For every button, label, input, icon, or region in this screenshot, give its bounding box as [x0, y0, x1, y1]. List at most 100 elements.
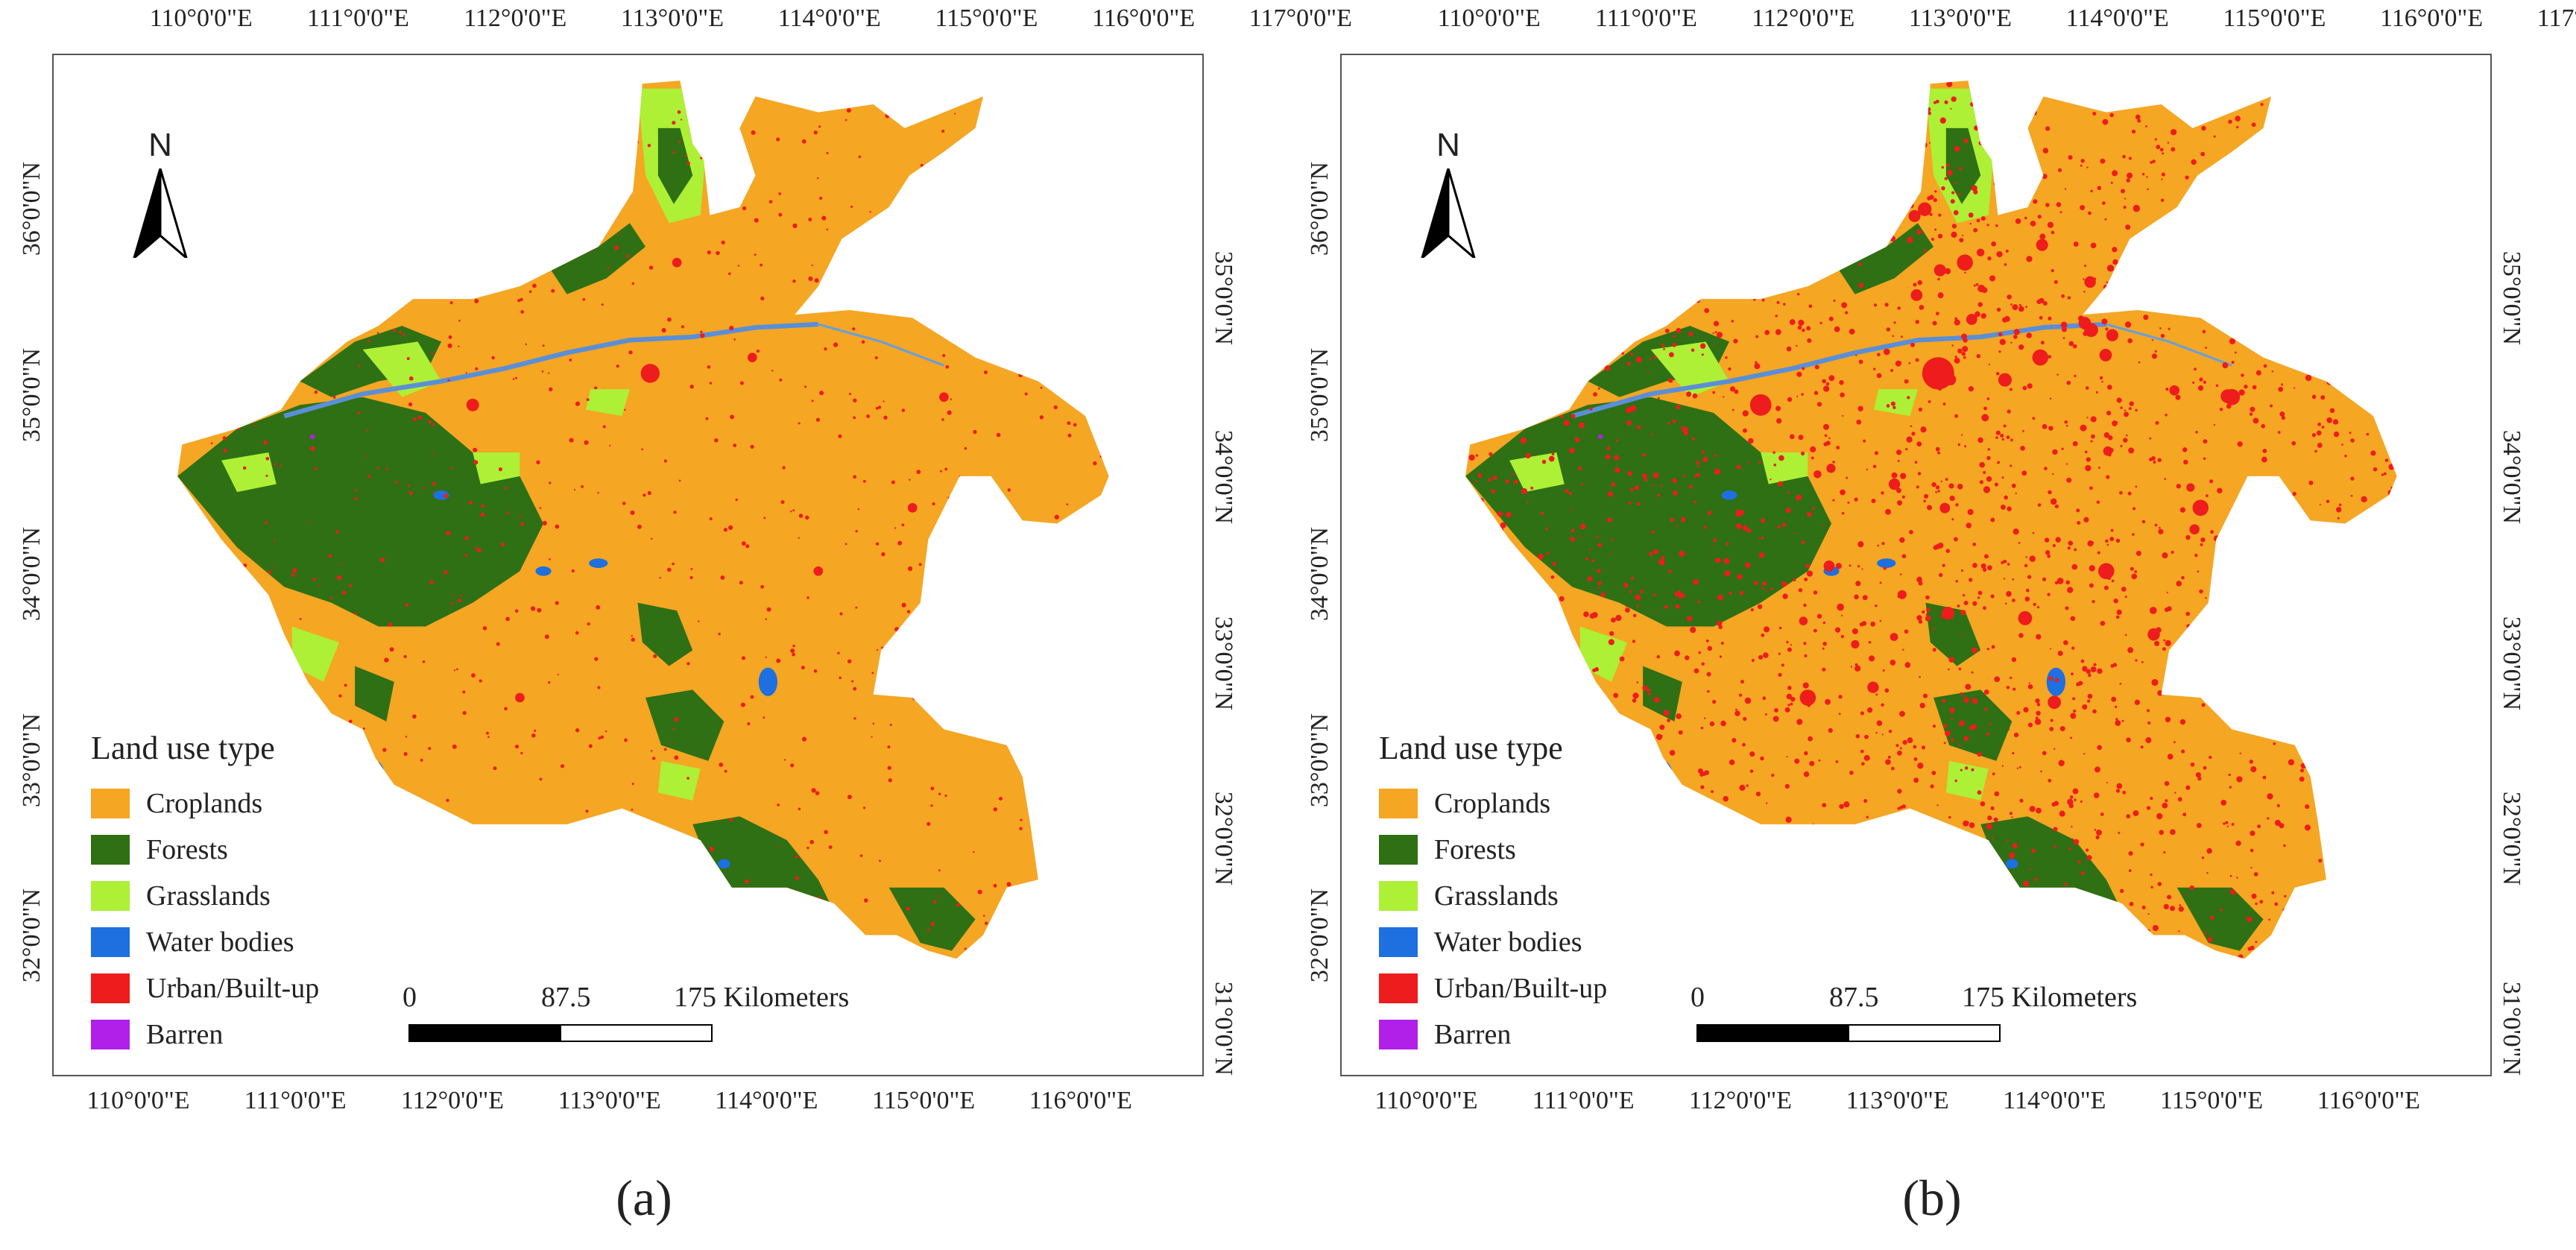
urban-pixel [462, 690, 466, 694]
urban-pixel [1704, 308, 1710, 314]
urban-pixel [1752, 947, 1755, 950]
urban-pixel [1096, 753, 1100, 757]
urban-pixel [1714, 331, 1717, 334]
urban-pixel [871, 736, 873, 738]
urban-pixel [1601, 239, 1608, 245]
urban-pixel [2267, 793, 2273, 800]
urban-pixel [1693, 135, 1698, 139]
urban-pixel [1764, 329, 1770, 335]
urban-pixel [1819, 824, 1825, 830]
urban-pixel [2355, 242, 2359, 246]
urban-pixel [1971, 768, 1974, 771]
urban-pixel [2128, 157, 2132, 160]
urban-pixel [1755, 791, 1761, 797]
urban-pixel [1986, 455, 1991, 461]
urban-pixel [798, 422, 801, 425]
urban-pixel [2307, 938, 2313, 944]
urban-pixel [1922, 828, 1928, 835]
urban-pixel [283, 199, 287, 203]
urban-pixel [944, 467, 948, 471]
urban-pixel [1774, 707, 1778, 713]
urban-pixel [1047, 192, 1052, 196]
urban-pixel [1861, 164, 1865, 168]
urban-pixel [1521, 264, 1527, 270]
urban-pixel [2104, 218, 2107, 221]
urban-pixel [691, 868, 694, 871]
urban-pixel [2299, 197, 2303, 201]
urban-pixel [820, 900, 822, 903]
urban-pixel [1010, 113, 1014, 118]
urban-pixel [1802, 540, 1805, 544]
urban-pixel [2308, 480, 2314, 485]
urban-pixel [2253, 871, 2258, 877]
urban-pixel [2229, 874, 2232, 877]
urban-pixel [520, 310, 524, 314]
urban-pixel [1765, 862, 1772, 870]
urban-pixel [2394, 739, 2397, 742]
urban-pixel [270, 701, 273, 704]
legend-label: Forests [1434, 834, 1516, 865]
urban-pixel [747, 722, 751, 726]
urban-pixel [1518, 250, 1521, 253]
urban-pixel [2195, 430, 2198, 434]
urban-pixel [2105, 327, 2109, 331]
urban-pixel [2190, 262, 2195, 267]
urban-pixel [1723, 558, 1730, 564]
urban-pixel [1610, 950, 1613, 953]
urban-pixel [1606, 517, 1612, 523]
urban-pixel [1916, 485, 1919, 489]
urban-pixel [353, 876, 356, 878]
urban-pixel [2024, 216, 2027, 220]
urban-pixel [2391, 787, 2394, 790]
urban-pixel [1781, 581, 1787, 587]
urban-pixel [323, 153, 328, 157]
urban-pixel [1611, 538, 1614, 541]
urban-pixel [2110, 181, 2113, 184]
urban-pixel [1099, 771, 1104, 777]
urban-pixel [1664, 605, 1669, 609]
urban-pixel [949, 233, 953, 236]
urban-pixel [2390, 486, 2393, 490]
urban-pixel [2350, 438, 2355, 443]
urban-pixel [1571, 508, 1573, 511]
urban-pixel [2318, 646, 2323, 651]
urban-pixel [2247, 916, 2253, 923]
urban-pixel [956, 573, 959, 576]
urban-pixel [798, 807, 801, 811]
urban-pixel [2039, 316, 2043, 320]
urban-pixel [540, 110, 546, 116]
urban-pixel [1907, 396, 1910, 400]
urban-pixel [1778, 455, 1784, 461]
urban-pixel [2339, 901, 2343, 905]
urban-pixel [1897, 459, 1900, 462]
urban-pixel [926, 551, 930, 555]
legend-swatch [91, 881, 130, 911]
urban-pixel [284, 212, 288, 215]
urban-pixel [1073, 423, 1077, 427]
urban-pixel [1628, 501, 1632, 505]
urban-pixel [2310, 255, 2316, 260]
urban-pixel [2024, 101, 2028, 106]
urban-pixel [2146, 806, 2151, 810]
urban-pixel [264, 700, 267, 703]
water-body [1721, 490, 1737, 500]
urban-pixel [471, 673, 476, 678]
urban-pixel [2000, 86, 2004, 90]
urban-pixel [1983, 894, 1986, 898]
urban-pixel [1895, 449, 1902, 455]
urban-pixel [1499, 528, 1504, 532]
urban-pixel [1813, 146, 1816, 149]
urban-pixel [1668, 352, 1674, 358]
urban-pixel [1998, 332, 2003, 337]
urban-pixel [1570, 528, 1575, 533]
urban-pixel [1916, 229, 1922, 235]
urban-pixel [874, 685, 880, 691]
urban-pixel [2260, 103, 2264, 107]
urban-pixel [1822, 621, 1826, 625]
urban-pixel [1538, 590, 1541, 593]
urban-pixel [674, 717, 679, 722]
urban-pixel [2027, 383, 2033, 389]
longitude-tick-bottom: 113°0'0"E [558, 1087, 661, 1114]
urban-pixel [1642, 106, 1646, 109]
urban-pixel [1488, 284, 1490, 286]
